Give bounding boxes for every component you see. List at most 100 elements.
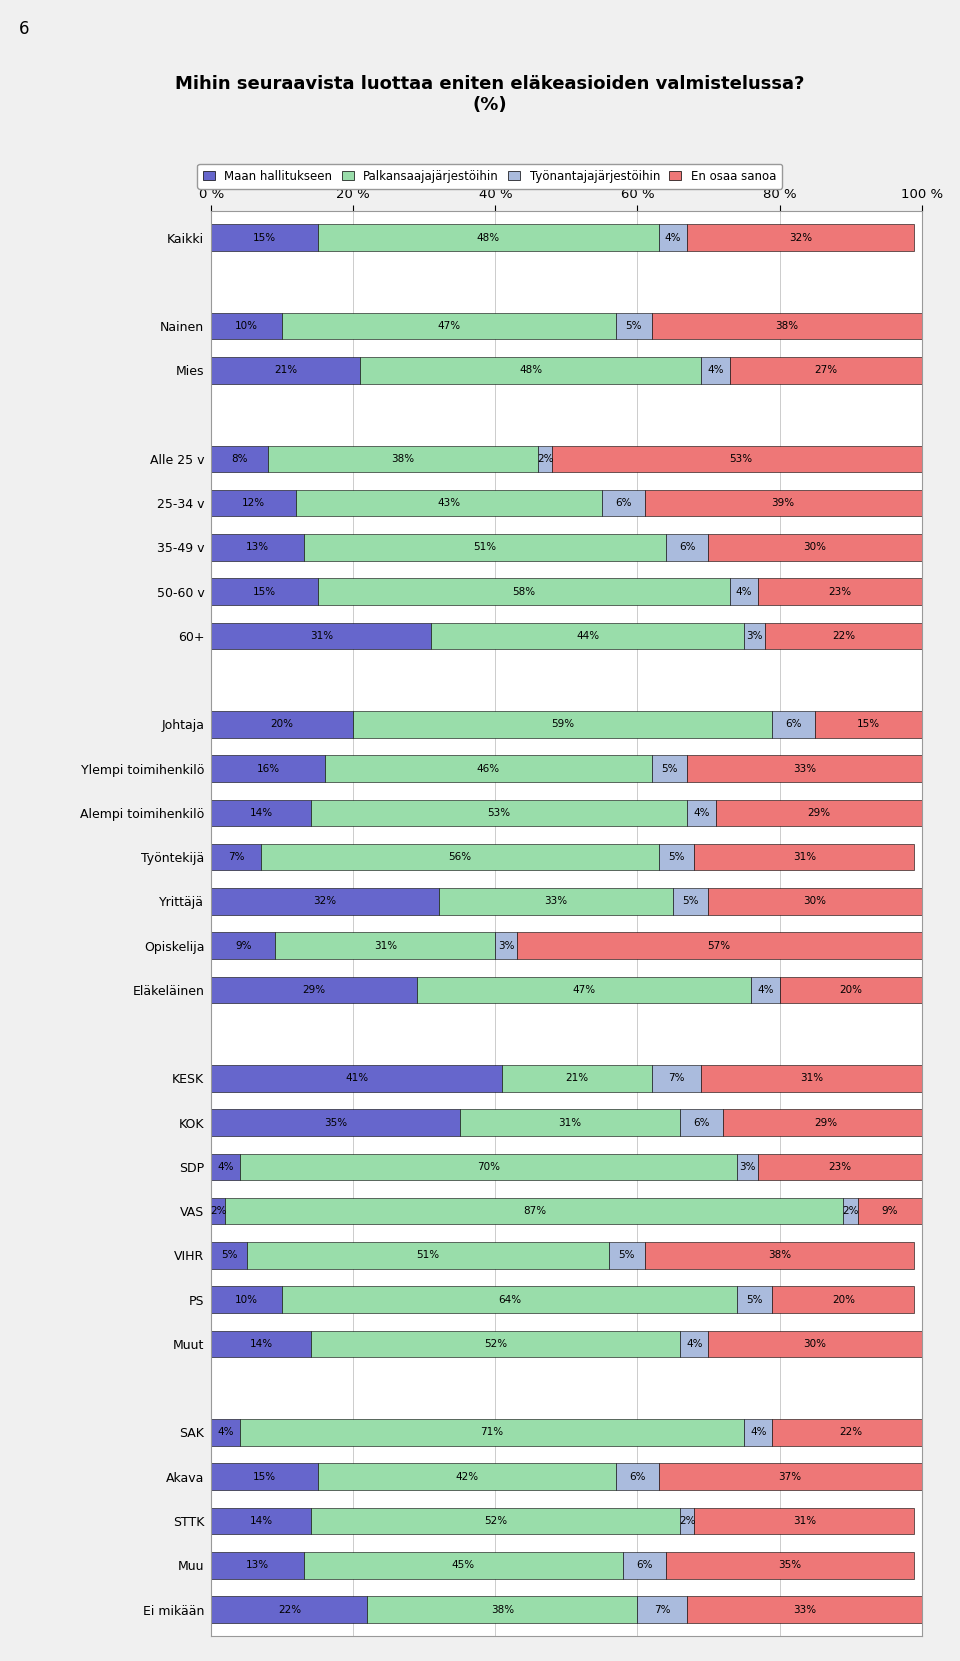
Bar [730, 357, 922, 384]
Bar [211, 535, 303, 561]
Bar [609, 1242, 644, 1269]
Bar [268, 445, 538, 472]
Bar [211, 1065, 502, 1091]
Text: 22%: 22% [277, 1605, 300, 1614]
Text: 51%: 51% [417, 1251, 440, 1261]
Bar [211, 889, 439, 915]
Bar [282, 312, 616, 339]
Text: 6%: 6% [629, 1472, 646, 1482]
Bar [552, 445, 928, 472]
Bar [368, 1596, 637, 1623]
Bar [360, 357, 702, 384]
Bar [211, 1242, 247, 1269]
Text: 5%: 5% [668, 852, 684, 862]
Bar [815, 711, 922, 737]
Text: 42%: 42% [455, 1472, 478, 1482]
Text: 4%: 4% [217, 1427, 233, 1437]
Bar [261, 844, 659, 870]
Text: 33%: 33% [544, 897, 567, 907]
Text: 58%: 58% [513, 586, 536, 596]
Text: 38%: 38% [491, 1605, 514, 1614]
Text: 4%: 4% [686, 1339, 703, 1349]
Text: 5%: 5% [747, 1294, 763, 1306]
Text: 3%: 3% [747, 631, 763, 641]
Text: 48%: 48% [519, 365, 542, 375]
Text: 7%: 7% [654, 1605, 670, 1614]
Bar [623, 1551, 666, 1578]
Bar [211, 1418, 240, 1445]
Text: 14%: 14% [250, 1516, 273, 1526]
Text: 6%: 6% [679, 541, 695, 553]
Bar [495, 932, 516, 958]
Bar [211, 224, 318, 251]
Text: 29%: 29% [302, 985, 325, 995]
Text: 21%: 21% [565, 1073, 588, 1083]
Text: 47%: 47% [438, 321, 461, 331]
Text: 48%: 48% [477, 233, 500, 243]
Bar [687, 756, 922, 782]
Bar [538, 445, 552, 472]
Bar [666, 1551, 915, 1578]
Text: 14%: 14% [250, 1339, 273, 1349]
Bar [211, 932, 276, 958]
Bar [680, 1330, 708, 1357]
Text: 22%: 22% [832, 631, 855, 641]
Text: 56%: 56% [448, 852, 471, 862]
Text: 4%: 4% [757, 985, 774, 995]
Text: 33%: 33% [793, 1605, 816, 1614]
Text: 4%: 4% [217, 1163, 233, 1173]
Text: 6: 6 [19, 20, 30, 38]
Text: 15%: 15% [856, 719, 880, 729]
Bar [247, 1242, 609, 1269]
Bar [708, 1330, 922, 1357]
Bar [311, 1508, 680, 1535]
Bar [226, 1198, 844, 1224]
Bar [637, 1596, 687, 1623]
Text: 13%: 13% [246, 541, 269, 553]
Text: 6%: 6% [785, 719, 802, 729]
Bar [502, 1065, 652, 1091]
Text: 32%: 32% [789, 233, 812, 243]
Text: 38%: 38% [392, 453, 415, 463]
Bar [659, 844, 694, 870]
Bar [353, 711, 773, 737]
Text: 2%: 2% [842, 1206, 859, 1216]
Text: 57%: 57% [708, 940, 731, 950]
Bar [211, 711, 353, 737]
Bar [751, 977, 780, 1003]
Bar [765, 623, 922, 649]
Bar [708, 535, 922, 561]
Text: 31%: 31% [800, 1073, 823, 1083]
Bar [737, 1154, 758, 1181]
Bar [324, 756, 652, 782]
Bar [844, 1198, 857, 1224]
Text: 2%: 2% [679, 1516, 695, 1526]
Bar [652, 756, 687, 782]
Bar [694, 844, 915, 870]
Text: 7%: 7% [228, 852, 244, 862]
Text: 31%: 31% [793, 852, 816, 862]
Bar [311, 1330, 680, 1357]
Bar [780, 977, 922, 1003]
Text: 5%: 5% [683, 897, 699, 907]
Bar [758, 1154, 922, 1181]
Bar [211, 1198, 226, 1224]
Bar [694, 1508, 915, 1535]
Bar [211, 1596, 368, 1623]
Bar [211, 1154, 240, 1181]
Bar [297, 490, 602, 517]
Legend: Maan hallitukseen, Palkansaajajärjestöihin, Työnantajajärjestöihin, En osaa sano: Maan hallitukseen, Palkansaajajärjestöih… [198, 164, 781, 188]
Bar [659, 224, 687, 251]
Text: 14%: 14% [250, 807, 273, 817]
Bar [211, 578, 318, 605]
Text: 10%: 10% [235, 321, 258, 331]
Bar [702, 357, 730, 384]
Bar [303, 1551, 623, 1578]
Bar [282, 1286, 737, 1312]
Text: 52%: 52% [484, 1339, 507, 1349]
Text: 3%: 3% [498, 940, 515, 950]
Text: 87%: 87% [523, 1206, 546, 1216]
Text: 70%: 70% [477, 1163, 500, 1173]
Text: 4%: 4% [708, 365, 724, 375]
Text: 12%: 12% [242, 498, 265, 508]
